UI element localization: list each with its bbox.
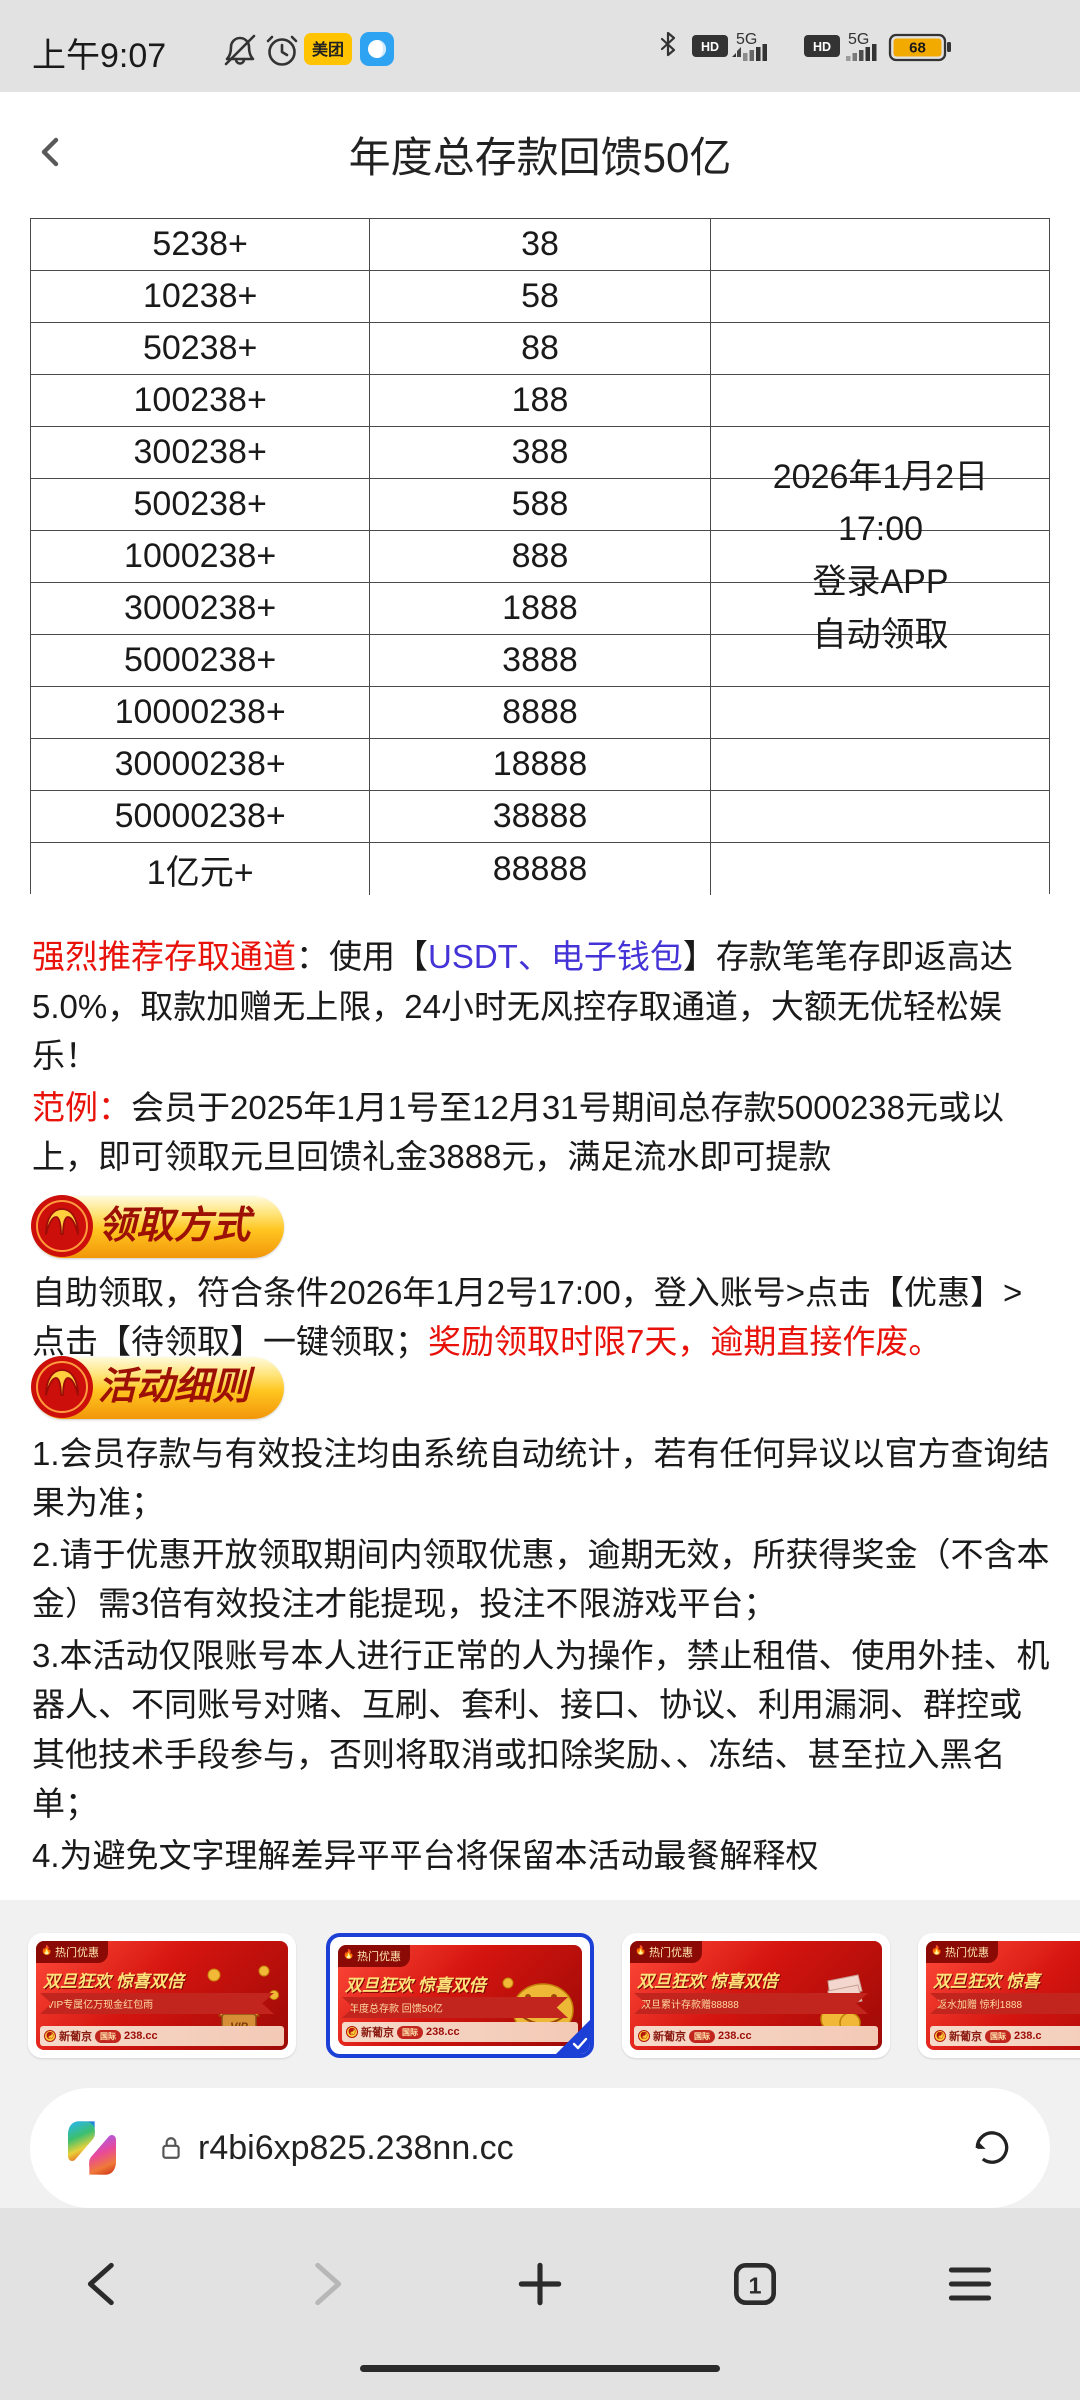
svg-text:5G: 5G bbox=[736, 31, 757, 48]
svg-text:68: 68 bbox=[909, 40, 926, 57]
svg-text:HD: HD bbox=[701, 40, 719, 54]
svg-text:1: 1 bbox=[749, 2272, 762, 2298]
svg-text:美团: 美团 bbox=[312, 40, 344, 59]
svg-text:5G: 5G bbox=[848, 31, 869, 48]
svg-text:HD: HD bbox=[813, 40, 831, 54]
